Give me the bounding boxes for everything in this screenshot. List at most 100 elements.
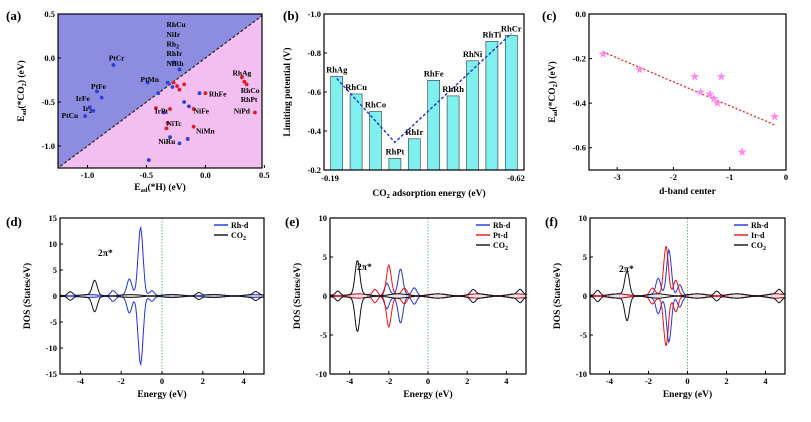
panel-e-legend-label: Rh-d: [493, 221, 511, 230]
panel-f-ytick-label: 5: [583, 252, 587, 262]
panel-b-ylabel: Limiting potential (V): [282, 47, 293, 136]
panel-e-xtick-label: -2: [385, 376, 392, 386]
panel-c-xtick-label: -1: [726, 172, 733, 182]
panel-a-ytick-label: -0.5: [42, 97, 55, 107]
panel-b-bar: [485, 40, 499, 171]
panel-a-point-label: NiMn: [196, 127, 216, 136]
panel-c-label: (c): [542, 8, 556, 23]
panel-a-point-blue: [146, 158, 151, 162]
panel-b-bar-label: RhCr: [501, 23, 522, 33]
panel-d-ytick-label: 5: [53, 265, 57, 275]
panel-c-ytick-label: -0.4: [573, 98, 587, 108]
panel-b-bar-label: RhAg: [326, 64, 348, 74]
panel-d-ytick-label: 10: [49, 239, 58, 249]
panel-d-xtick-label: -2: [118, 376, 125, 386]
panel-c-point: ★: [705, 87, 716, 101]
panel-a-point-blue: [87, 105, 92, 110]
panel-a-point-red: [175, 84, 179, 89]
panel-e-annotation: 2π*: [357, 263, 372, 273]
panel-b-x-end-label: -0.19: [321, 173, 339, 183]
panel-b-bar: [407, 138, 421, 171]
panel-a-point-blue: [162, 110, 167, 115]
panel-f-ytick-label: 0: [583, 291, 587, 301]
panel-f-series-down: [589, 295, 786, 322]
panel-a-point-blue: [182, 100, 187, 104]
panel-f-legend-label: Ir-d: [751, 231, 765, 240]
panel-c-point: ★: [709, 92, 720, 106]
panel-f-xtick-label: -2: [645, 376, 652, 386]
panel-e-legend-label: Pt-d: [493, 231, 508, 240]
panel-a-point-blue: [185, 137, 190, 141]
panel-c-ytick-label: 0.0: [575, 9, 586, 19]
panel-a-point-blue: [91, 108, 96, 113]
panel-a-xtick-label: 0.5: [259, 170, 270, 180]
panel-f-xtick-label: 2: [724, 376, 728, 386]
panel-b-bar-label: RhNi: [463, 49, 483, 59]
panel-a-point-red: [191, 107, 196, 111]
panel-e-xtick-label: 2: [465, 376, 469, 386]
panel-a-xlabel: Ead(*H) (eV): [134, 182, 185, 194]
panel-a-point-blue: [177, 67, 182, 72]
panel-d-ytick-label: -5: [50, 317, 57, 327]
panel-a-point-label: NiPd: [234, 106, 251, 115]
panel-b-bar: [388, 158, 402, 171]
panel-a-point-label: RhIr: [166, 49, 183, 58]
panel-a-point-blue: [186, 104, 191, 109]
panel-c-point: ★: [695, 85, 706, 99]
panel-a-point-label: NiRu: [158, 137, 175, 146]
panel-a-ytick-label: 0.0: [44, 53, 55, 63]
panel-b-x-end-label: -0.62: [507, 173, 525, 183]
panel-c-xtick-label: 0: [784, 172, 788, 182]
panel-a-point-label: IrPt: [155, 106, 169, 115]
panel-c-chart: ★★ ★★★★★★★★-3 -2 -1 00.0-0.2-0.4-0.6d-band c…: [547, 9, 788, 197]
panel-c-point: ★: [598, 47, 609, 61]
panel-f-xtick-label: 0: [685, 376, 689, 386]
panel-a-ylabel: Ead(*CO2) (eV): [16, 60, 28, 122]
panel-f-xtick-label: 4: [763, 376, 768, 386]
panel-b-bar: [446, 95, 460, 171]
panel-d-series-up: [59, 279, 265, 297]
panel-e-ytick-label: -10: [316, 369, 327, 379]
panel-c-xlabel: d-band center: [659, 187, 717, 197]
panel-a-point-blue: [156, 91, 161, 96]
panel-f-ytick-label: -10: [576, 369, 587, 379]
panel-a-point-red: [182, 82, 187, 87]
panel-c-xtick-label: -2: [670, 172, 677, 182]
panel-d-xtick-label: 2: [201, 376, 205, 386]
panel-f-annotation: 2π*: [619, 265, 634, 275]
panel-a-xtick-label: -1.0: [81, 170, 94, 180]
panel-a-point-blue: [95, 89, 99, 94]
panel-f-xlabel: Energy (eV): [663, 389, 712, 400]
panel-a-label: (a): [6, 8, 21, 23]
panel-d-series-down: [59, 295, 265, 313]
panel-b-ytick-label: -0.6: [308, 87, 321, 97]
panel-a-point-blue: [145, 80, 150, 85]
panel-c-fit-line: [602, 51, 777, 127]
panel-c-point: ★: [716, 69, 727, 83]
panel-a-point-label: RhFe: [209, 90, 227, 99]
panel-a-point-label: PtCr: [109, 54, 125, 63]
panel-a-point-blue: [83, 114, 88, 118]
panel-a-point-red: [164, 126, 169, 131]
panel-a-point-label: NiFe: [194, 106, 210, 115]
panel-b-bar-label: RhCu: [345, 82, 367, 92]
panel-a-frame: [57, 13, 263, 169]
panel-a-point-blue: [197, 91, 202, 96]
panel-c-point: ★: [737, 145, 748, 159]
panel-c-point: ★: [712, 96, 723, 110]
panel-a-diagonal: [58, 15, 262, 168]
panel-c-frame: [588, 13, 787, 171]
panel-d-legend-label: CO2: [231, 231, 246, 242]
panel-d-ytick-label: -15: [46, 369, 57, 379]
panel-b-bar: [330, 76, 344, 171]
panel-a-point-red: [153, 106, 158, 111]
panel-e-ytick-label: 5: [323, 252, 327, 262]
panel-c-point: ★: [769, 110, 780, 124]
panel-b-bar-label: RhCo: [365, 100, 386, 110]
panel-a-point-blue: [165, 80, 170, 85]
panel-c-point: ★: [689, 69, 700, 83]
panel-b-ytick-label: -0.2: [308, 165, 321, 175]
